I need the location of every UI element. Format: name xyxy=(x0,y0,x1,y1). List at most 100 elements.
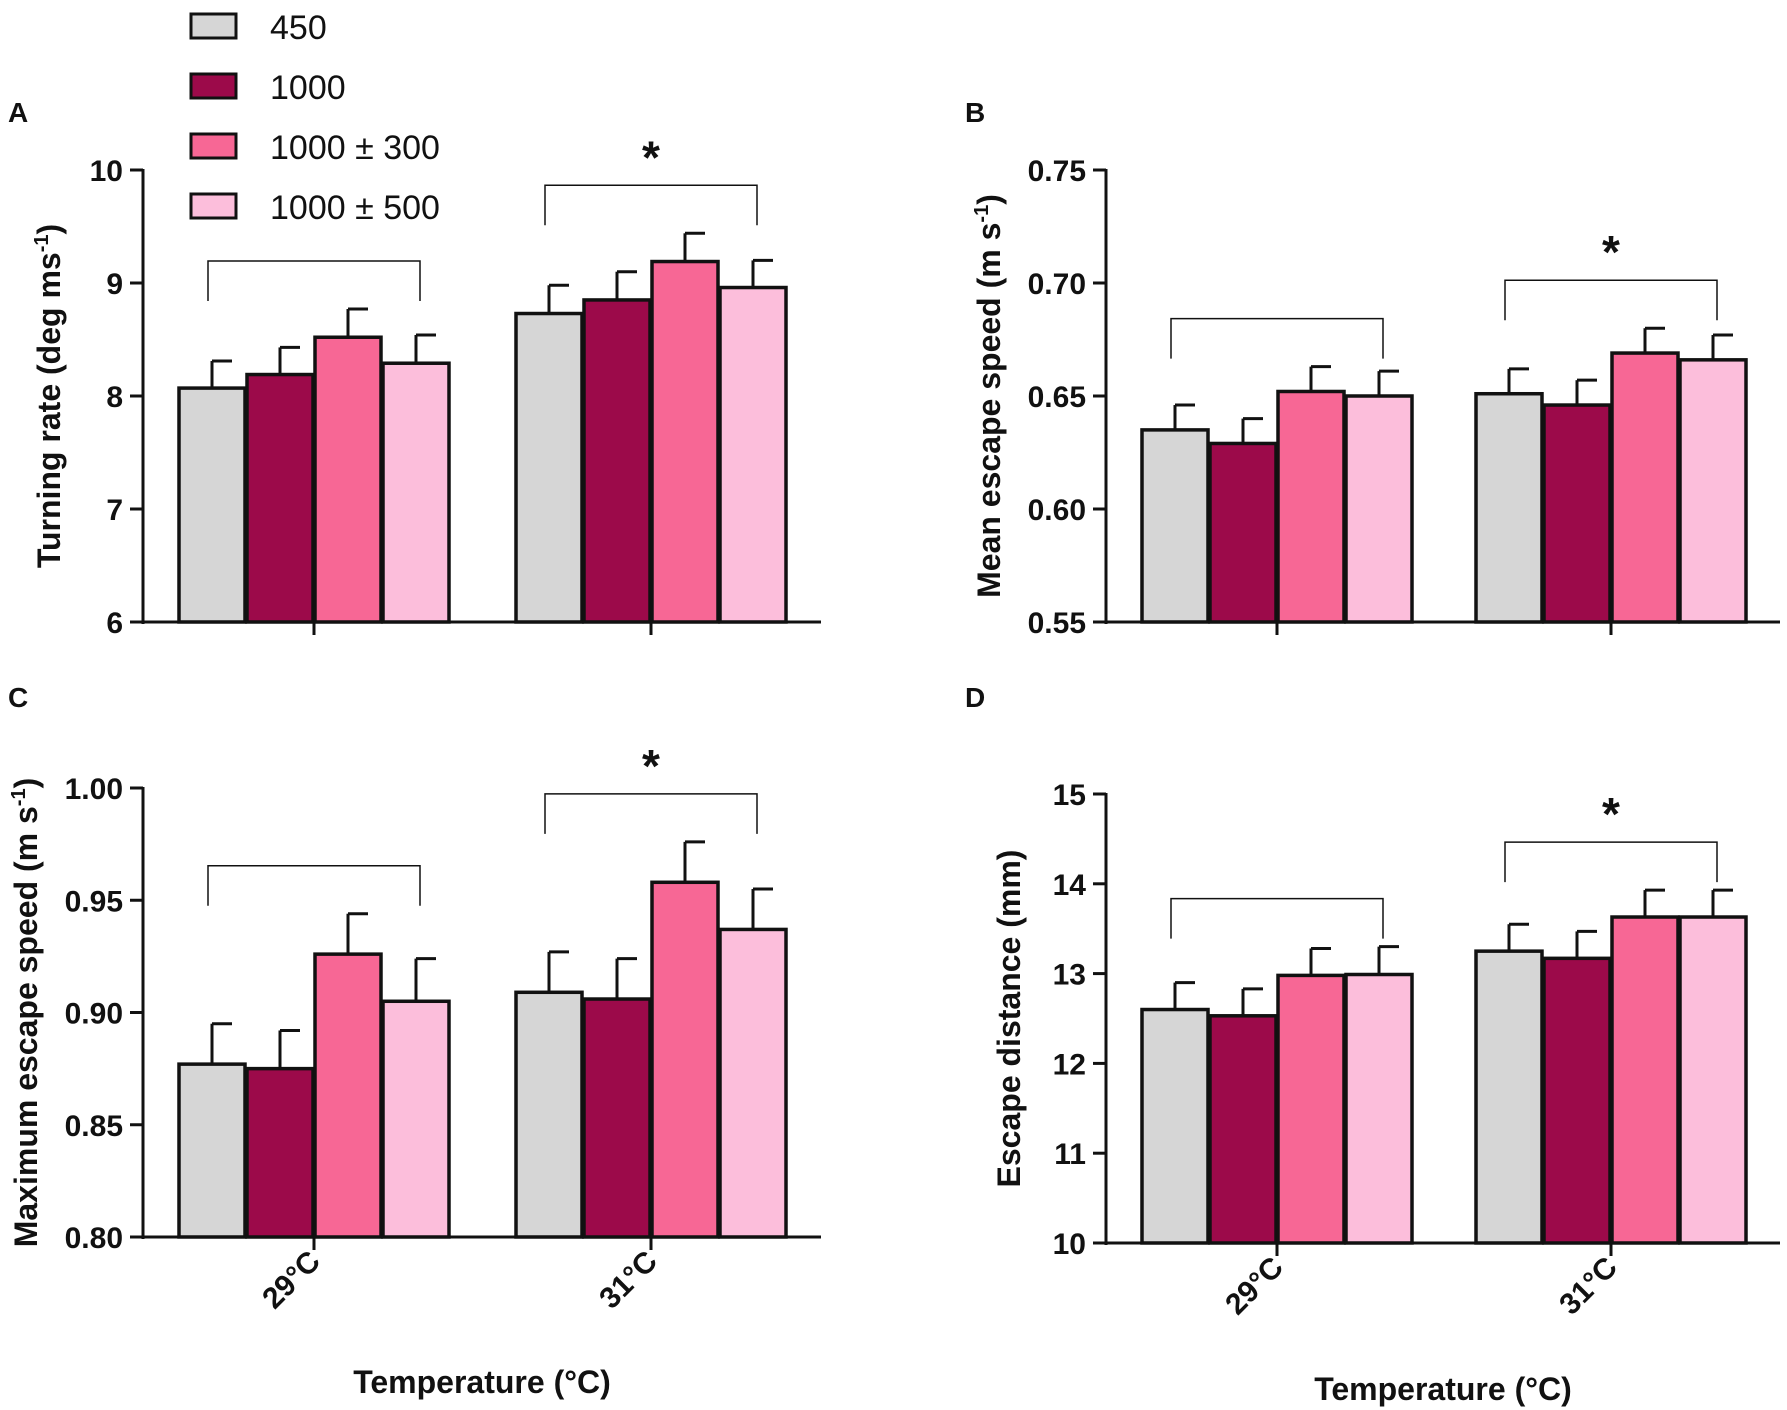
bar xyxy=(381,999,451,1239)
panel-letter: A xyxy=(8,97,28,128)
category-label: 31°C xyxy=(1553,1251,1624,1322)
bar xyxy=(1678,915,1748,1245)
y-axis-title-main: Turning rate (deg ms xyxy=(31,252,67,568)
group-bracket xyxy=(544,793,758,834)
bar xyxy=(313,952,383,1239)
bar xyxy=(1208,441,1278,624)
bar xyxy=(1610,915,1680,1245)
y-tick-label: 0.65 xyxy=(1028,381,1086,414)
y-tick-label: 8 xyxy=(106,381,123,414)
x-axis-title: Temperature (°C) xyxy=(353,1364,611,1400)
y-tick-label: 0.75 xyxy=(1028,155,1086,188)
bar xyxy=(718,285,788,624)
y-axis-title-main: Escape distance (mm) xyxy=(991,850,1027,1188)
bar xyxy=(1474,949,1544,1245)
y-tick-label: 0.80 xyxy=(65,1222,123,1255)
group-bracket xyxy=(1504,279,1718,321)
bar xyxy=(1344,972,1414,1245)
bar xyxy=(718,927,788,1239)
bar xyxy=(650,259,720,624)
y-axis-title: Maximum escape speed (m s-1) xyxy=(8,778,44,1248)
panel-a: A 6 7 8 9 10 * Turning rate (deg ms-1) xyxy=(8,97,821,640)
y-axis-title-superscript: -1 xyxy=(8,788,30,806)
bar xyxy=(381,361,451,624)
legend-label: 1000 xyxy=(270,69,346,107)
panel-letter: D xyxy=(965,682,985,713)
panel-d: D 10 11 12 13 14 15 * 29°C 31°C Escape distance (m… xyxy=(965,682,1780,1407)
bar xyxy=(1678,358,1748,624)
panel-letter: B xyxy=(965,97,985,128)
y-tick-label: 6 xyxy=(106,607,123,640)
y-tick-label: 0.60 xyxy=(1028,494,1086,527)
y-tick-label: 14 xyxy=(1053,869,1087,902)
bar xyxy=(245,1066,315,1239)
group-bracket xyxy=(207,864,421,906)
y-axis-title-end: ) xyxy=(971,194,1007,205)
bar xyxy=(514,311,584,624)
group-bracket xyxy=(1170,897,1384,939)
y-tick-label: 7 xyxy=(106,494,123,527)
legend-swatch xyxy=(189,12,238,40)
significance-star: * xyxy=(1602,226,1620,278)
group-bracket xyxy=(1504,841,1718,883)
category-label: 29°C xyxy=(256,1245,327,1316)
legend-label: 450 xyxy=(270,9,327,47)
panel-b: B 0.55 0.60 0.65 0.70 0.75 * Mean escape speed … xyxy=(965,97,1780,640)
bar xyxy=(1610,351,1680,624)
y-tick-label: 0.70 xyxy=(1028,268,1086,301)
y-tick-label: 13 xyxy=(1053,959,1086,992)
x-axis-title: Temperature (°C) xyxy=(1314,1371,1572,1407)
category-label: 29°C xyxy=(1219,1251,1290,1322)
y-axis-title-end: ) xyxy=(31,224,67,235)
y-tick-label: 12 xyxy=(1053,1048,1086,1081)
y-tick-label: 10 xyxy=(1053,1228,1086,1261)
panel-letter: C xyxy=(8,682,28,713)
bar xyxy=(1140,1007,1210,1245)
legend-label: 1000 ± 500 xyxy=(270,189,440,227)
bar xyxy=(1542,403,1612,624)
bar xyxy=(313,335,383,624)
group-bracket xyxy=(207,260,421,301)
legend-label: 1000 ± 300 xyxy=(270,129,440,167)
bar xyxy=(582,997,652,1239)
legend-swatch xyxy=(189,192,238,220)
y-tick-label: 0.95 xyxy=(65,885,123,918)
y-tick-label: 10 xyxy=(90,155,123,188)
y-tick-label: 0.85 xyxy=(65,1110,123,1143)
bar xyxy=(1474,391,1544,624)
group-bracket xyxy=(1170,317,1384,359)
group-bracket xyxy=(544,184,758,226)
y-axis-title-superscript: -1 xyxy=(971,205,993,223)
bar xyxy=(177,386,247,624)
bar xyxy=(177,1062,247,1239)
y-tick-label: 0.55 xyxy=(1028,607,1086,640)
legend-swatch xyxy=(189,132,238,160)
significance-star: * xyxy=(1602,788,1620,840)
bar xyxy=(1542,956,1612,1245)
y-axis-title: Escape distance (mm) xyxy=(991,850,1027,1188)
bar xyxy=(1276,973,1346,1245)
y-axis-title-main: Mean escape speed (m s xyxy=(971,223,1007,598)
legend: 450 1000 1000 ± 300 1000 ± 500 xyxy=(189,9,440,227)
bar xyxy=(1140,428,1210,624)
bar xyxy=(1208,1014,1278,1245)
y-tick-label: 9 xyxy=(106,268,123,301)
bar xyxy=(514,990,584,1239)
y-axis-title-main: Maximum escape speed (m s xyxy=(8,806,44,1247)
y-tick-label: 11 xyxy=(1054,1138,1086,1171)
bar xyxy=(582,298,652,624)
y-tick-label: 15 xyxy=(1053,779,1086,812)
bar xyxy=(1276,389,1346,624)
y-axis-title: Turning rate (deg ms-1) xyxy=(31,224,67,568)
y-tick-label: 1.00 xyxy=(65,773,123,806)
significance-star: * xyxy=(642,740,660,792)
bar xyxy=(650,880,720,1239)
category-label: 31°C xyxy=(593,1245,664,1316)
y-axis-title-end: ) xyxy=(8,778,44,789)
legend-swatch xyxy=(189,72,238,100)
bar xyxy=(245,372,315,624)
y-axis-title: Mean escape speed (m s-1) xyxy=(971,194,1007,598)
panel-c: C 0.80 0.85 0.90 0.95 1.00 * 29°C 31°C Maximum es… xyxy=(8,682,821,1400)
